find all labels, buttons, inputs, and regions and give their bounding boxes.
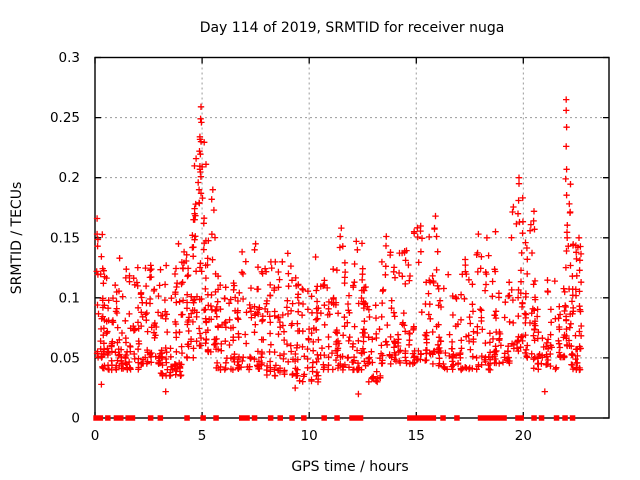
y-tick-label: 0.25: [50, 110, 80, 126]
scatter-series: [93, 96, 585, 421]
y-tick-label: 0.15: [50, 230, 80, 246]
x-tick-label: 0: [91, 428, 100, 444]
x-tick-label: 20: [515, 428, 532, 444]
x-tick-label: 10: [301, 428, 318, 444]
x-tick-label: 15: [408, 428, 425, 444]
chart-title: Day 114 of 2019, SRMTID for receiver nug…: [200, 20, 505, 36]
y-tick-label: 0.05: [50, 350, 80, 366]
y-axis-label: SRMTID / TECUs: [9, 182, 25, 295]
y-tick-label: 0.2: [59, 170, 80, 186]
x-axis-label: GPS time / hours: [291, 459, 408, 475]
tick-labels: 0 5 10 15 20 0 0.05 0.1 0.15 0.2 0.25 0.3: [50, 50, 532, 444]
y-tick-label: 0.1: [59, 290, 80, 306]
scatter-plus-markers: [93, 96, 585, 398]
x-tick-label: 5: [198, 428, 207, 444]
y-tick-label: 0: [71, 411, 80, 427]
zero-value-square-markers: [93, 415, 576, 421]
y-tick-label: 0.3: [59, 50, 80, 66]
